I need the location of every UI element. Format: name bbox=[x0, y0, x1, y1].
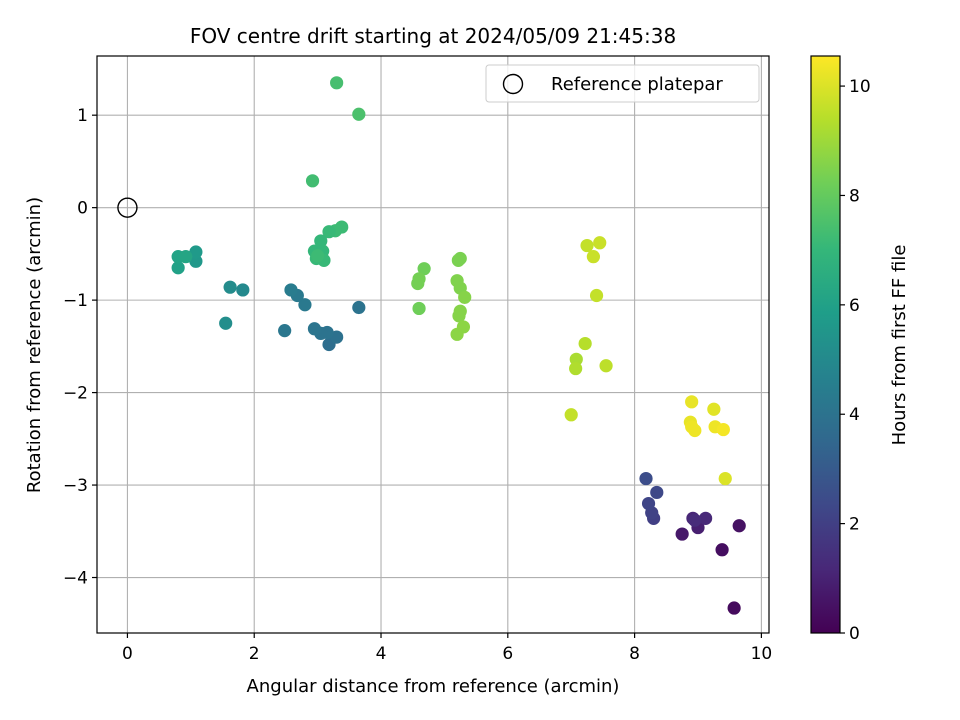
data-point bbox=[641, 496, 656, 511]
legend: Reference platepar bbox=[485, 64, 760, 103]
data-point bbox=[236, 283, 250, 297]
data-point bbox=[451, 253, 465, 267]
colorbar-tick-label: 8 bbox=[849, 186, 860, 206]
chart-title: FOV centre drift starting at 2024/05/09 … bbox=[190, 24, 676, 48]
data-point bbox=[586, 250, 600, 264]
plot-background bbox=[97, 56, 769, 633]
colorbar-tick-label: 0 bbox=[849, 624, 860, 644]
data-point bbox=[580, 238, 594, 253]
data-point bbox=[223, 280, 237, 294]
y-tick-label: 0 bbox=[77, 199, 88, 219]
data-point bbox=[278, 324, 292, 338]
reference-marker bbox=[117, 197, 138, 218]
y-tick-label: 1 bbox=[77, 106, 88, 126]
data-point bbox=[322, 225, 336, 239]
data-point bbox=[716, 422, 730, 437]
data-point bbox=[593, 236, 607, 250]
data-point bbox=[578, 336, 592, 351]
x-tick-label: 8 bbox=[629, 644, 640, 664]
legend-box bbox=[485, 64, 760, 103]
data-point bbox=[179, 250, 193, 264]
data-point bbox=[569, 361, 583, 376]
colorbar-tick-label: 4 bbox=[849, 405, 860, 425]
data-point bbox=[685, 395, 699, 409]
data-point bbox=[675, 527, 689, 541]
x-tick-label: 10 bbox=[751, 644, 773, 664]
data-point bbox=[314, 234, 328, 248]
data-point bbox=[412, 301, 426, 316]
colorbar-tick-label: 2 bbox=[849, 515, 860, 535]
legend-label: Reference platepar bbox=[551, 74, 723, 95]
colorbar: 0 2 4 6 8 10 Hours from first FF file bbox=[810, 55, 910, 644]
data-point bbox=[411, 276, 425, 291]
colorbar-label: Hours from first FF file bbox=[889, 245, 910, 446]
data-point bbox=[189, 254, 203, 268]
data-point bbox=[715, 543, 729, 557]
data-point bbox=[688, 513, 702, 527]
data-point bbox=[699, 511, 713, 525]
y-tick-label: −3 bbox=[63, 476, 88, 496]
data-point bbox=[589, 288, 604, 303]
data-point bbox=[650, 485, 664, 500]
data-point bbox=[352, 107, 366, 121]
data-point bbox=[352, 300, 366, 315]
x-tick-label: 6 bbox=[502, 644, 513, 664]
data-point bbox=[688, 423, 702, 438]
legend-reference-marker bbox=[502, 73, 524, 95]
y-axis-ticks: −4 −3 −2 −1 0 1 bbox=[63, 106, 97, 589]
data-point bbox=[452, 309, 466, 323]
x-tick-label: 0 bbox=[122, 644, 133, 664]
colorbar-ticks: 0 2 4 6 8 10 bbox=[840, 77, 871, 644]
data-point bbox=[727, 601, 741, 615]
data-point bbox=[639, 471, 653, 486]
data-point bbox=[564, 408, 578, 422]
colorbar-frame bbox=[810, 55, 841, 634]
colorbar-tick-label: 10 bbox=[849, 77, 871, 97]
x-axis-ticks: 0 2 4 6 8 10 bbox=[122, 633, 772, 664]
x-axis-label: Angular distance from reference (arcmin) bbox=[247, 676, 620, 697]
plot-frame bbox=[96, 55, 770, 634]
y-axis-label: Rotation from reference (arcmin) bbox=[24, 197, 45, 493]
data-point bbox=[599, 359, 613, 373]
y-tick-label: −1 bbox=[63, 291, 88, 311]
data-point bbox=[732, 519, 746, 533]
data-point bbox=[305, 174, 320, 188]
data-point bbox=[219, 316, 233, 330]
y-tick-label: −2 bbox=[63, 384, 88, 404]
y-tick-label: −4 bbox=[63, 569, 88, 589]
colorbar-tick-label: 6 bbox=[849, 296, 860, 316]
data-point bbox=[284, 283, 298, 297]
grid-lines bbox=[97, 56, 769, 633]
data-point bbox=[311, 249, 325, 263]
data-point bbox=[298, 298, 312, 312]
data-point bbox=[307, 322, 322, 336]
colorbar-gradient bbox=[811, 56, 840, 633]
data-point bbox=[450, 327, 464, 341]
reference-point bbox=[117, 197, 138, 218]
data-point bbox=[189, 245, 203, 259]
data-point bbox=[417, 262, 431, 276]
data-points bbox=[171, 76, 746, 615]
data-point bbox=[330, 76, 344, 90]
x-tick-label: 4 bbox=[376, 644, 387, 664]
data-point bbox=[458, 290, 472, 304]
data-point bbox=[707, 402, 721, 416]
data-point bbox=[171, 261, 185, 275]
data-point bbox=[718, 471, 732, 486]
plot-area: 0 2 4 6 8 10 −4 −3 −2 −1 0 1 bbox=[63, 55, 772, 664]
x-tick-label: 2 bbox=[249, 644, 260, 664]
